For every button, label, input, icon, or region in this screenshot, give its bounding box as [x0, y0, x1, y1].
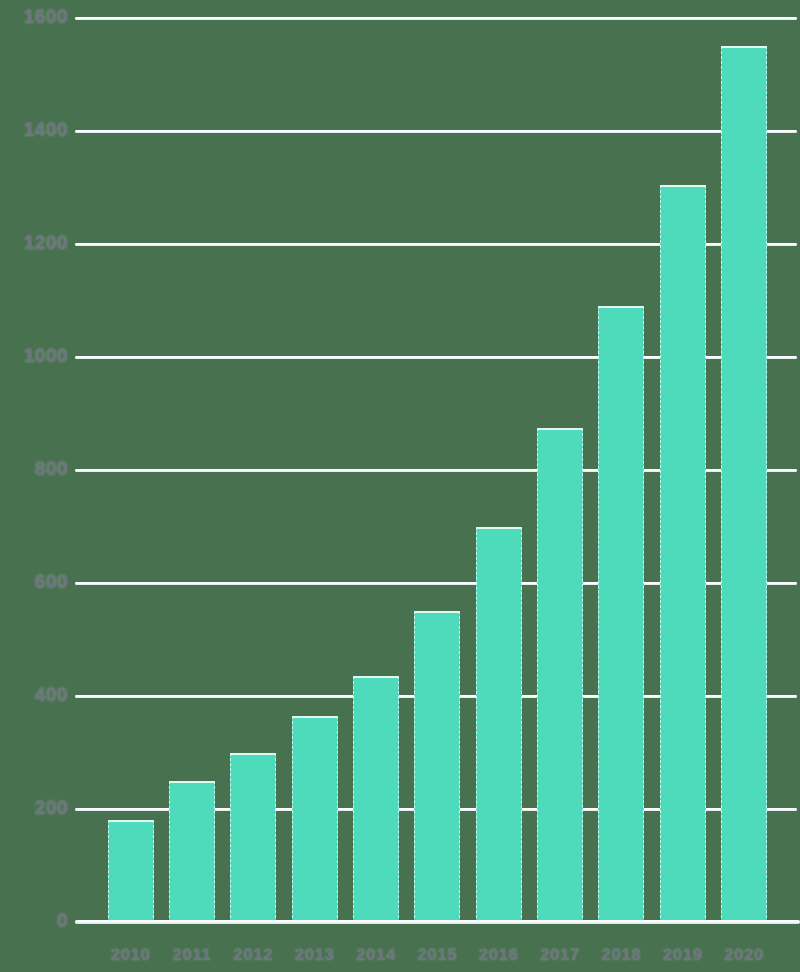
x-axis-tick-label-2012: 2012 — [233, 945, 274, 964]
gridline-1600 — [75, 16, 797, 20]
y-axis-tick-label-1600: 1600 — [23, 7, 68, 28]
bar-2016 — [475, 526, 522, 923]
x-axis-tick-label-2019: 2019 — [662, 945, 703, 964]
x-axis-tick-label-2011: 2011 — [172, 945, 212, 964]
bar-2011 — [168, 780, 215, 923]
x-axis-tick-label-2016: 2016 — [478, 945, 519, 964]
bar-2012 — [230, 752, 277, 923]
x-axis-tick-label-2017: 2017 — [540, 945, 580, 964]
gridline-800 — [75, 468, 797, 472]
y-axis-tick-label-1200: 1200 — [23, 233, 68, 254]
x-axis-tick-label-2018: 2018 — [601, 945, 642, 964]
gridline-600 — [75, 581, 797, 585]
bar-2017 — [536, 427, 583, 923]
bar-2015 — [414, 611, 461, 923]
y-axis-tick-label-600: 600 — [34, 572, 68, 593]
bar-2020 — [721, 46, 767, 923]
x-axis-tick-label-2020: 2020 — [724, 945, 764, 964]
y-axis-tick-label-800: 800 — [34, 459, 68, 480]
bar-2013 — [291, 715, 338, 923]
gridline-1000 — [75, 355, 797, 359]
gridline-1400 — [75, 129, 797, 133]
y-axis-tick-label-1400: 1400 — [23, 120, 68, 141]
bar-2018 — [598, 306, 645, 923]
x-axis-line — [75, 920, 800, 924]
y-axis-tick-label-0: 0 — [56, 911, 68, 932]
x-axis-tick-label-2010: 2010 — [110, 945, 151, 964]
bar-2014 — [352, 676, 399, 923]
x-axis-tick-label-2014: 2014 — [355, 945, 396, 964]
x-axis-tick-label-2013: 2013 — [294, 945, 335, 964]
bar-2010 — [107, 820, 154, 923]
y-axis-tick-label-400: 400 — [34, 685, 68, 706]
y-axis-tick-label-200: 200 — [34, 798, 68, 819]
gridline-1200 — [75, 242, 797, 246]
x-axis-tick-label-2015: 2015 — [417, 945, 458, 964]
bar-2019 — [659, 184, 706, 923]
y-axis-tick-label-1000: 1000 — [23, 346, 68, 367]
